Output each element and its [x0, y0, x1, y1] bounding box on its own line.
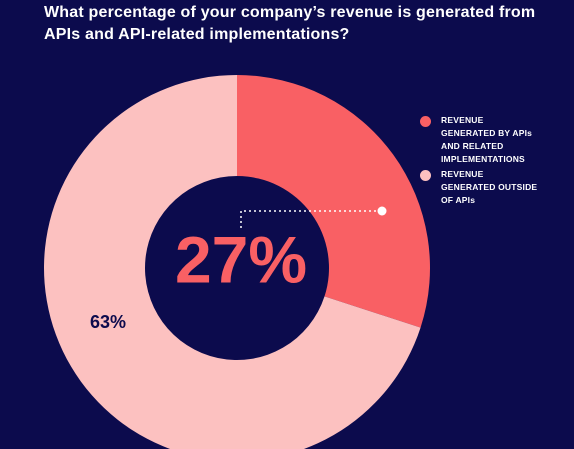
leader-line — [240, 210, 380, 228]
legend-item: REVENUE GENERATED BY APIs AND RELATED IM… — [420, 114, 540, 166]
legend-swatch — [420, 116, 431, 127]
leader-dot — [377, 206, 387, 216]
center-label: 27% — [175, 222, 307, 296]
legend-label: REVENUE GENERATED OUTSIDE OF APIs — [441, 169, 538, 205]
legend-label: REVENUE GENERATED BY APIs AND RELATED IM… — [441, 115, 533, 164]
slice-label: 63% — [90, 312, 126, 332]
chart-title: What percentage of your company’s revenu… — [44, 4, 536, 43]
donut — [44, 75, 430, 449]
legend-item: REVENUE GENERATED OUTSIDE OF APIs — [420, 168, 540, 207]
donut-slice — [237, 75, 430, 328]
legend-swatch — [420, 170, 431, 181]
donut-slice — [44, 75, 421, 449]
